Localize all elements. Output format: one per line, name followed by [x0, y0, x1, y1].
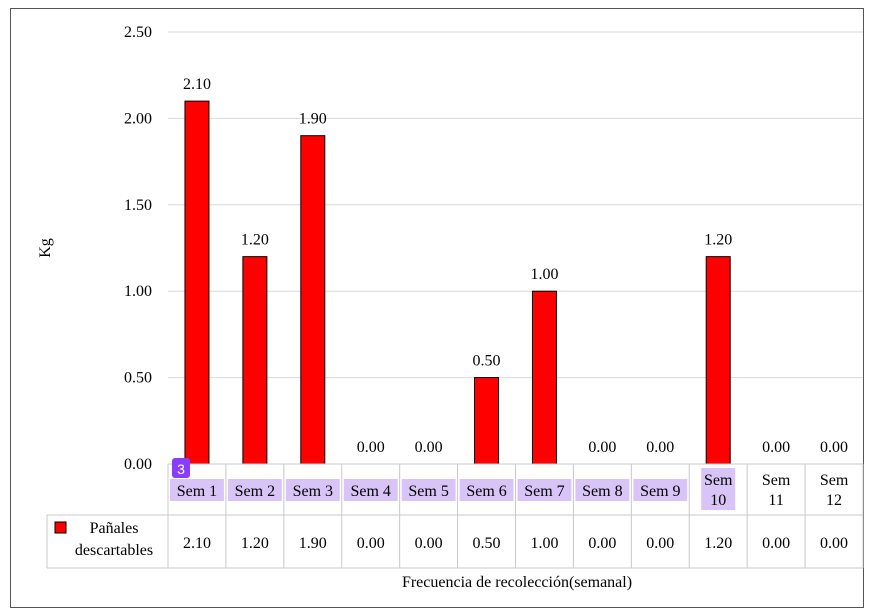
table-value: 2.10 — [183, 535, 211, 552]
grid-layer: 0.00 0.50 1.00 1.50 2.00 2.50 — [124, 24, 863, 473]
x-tick-label: 10 — [710, 492, 726, 509]
y-tick-label: 2.50 — [124, 24, 152, 41]
category-highlight — [401, 479, 456, 501]
bar — [705, 256, 731, 465]
x-tick-label: 11 — [768, 492, 783, 509]
legend-label: Pañales — [90, 520, 139, 537]
data-label: 1.20 — [241, 232, 269, 249]
highlight-badge-number: 3 — [177, 461, 185, 477]
bar-layer: 2.10 1.20 1.90 0.00 0.00 0.50 1.00 0.00 0.00 1.20… — [183, 76, 848, 465]
bar — [184, 100, 210, 465]
x-tick-label: Sem — [820, 472, 849, 489]
highlight-badge — [172, 458, 190, 478]
table-value: 0.50 — [473, 535, 501, 552]
table-value: 1.00 — [530, 535, 558, 552]
data-label: 0.00 — [646, 439, 674, 456]
category-highlight — [285, 479, 340, 501]
y-tick-label: 1.50 — [124, 197, 152, 214]
data-label: 0.00 — [762, 439, 790, 456]
x-tick-label: Sem 4 — [350, 483, 390, 500]
x-tick-label: Sem 5 — [408, 483, 448, 500]
table-value: 0.00 — [820, 535, 848, 552]
table-value: 1.90 — [299, 535, 327, 552]
category-highlight — [517, 479, 572, 501]
y-axis-label: Kg — [37, 238, 54, 258]
data-label: 0.00 — [820, 439, 848, 456]
y-tick-label: 2.00 — [124, 110, 152, 127]
data-label: 0.50 — [473, 353, 501, 370]
x-tick-label: Sem 8 — [582, 483, 622, 500]
x-tick-label: Sem — [704, 472, 733, 489]
category-highlight — [575, 479, 630, 501]
y-tick-label: 1.00 — [124, 283, 152, 300]
x-tick-label: Sem 6 — [466, 483, 506, 500]
table-value: 0.00 — [415, 535, 443, 552]
category-highlight — [227, 479, 282, 501]
x-tick-label: Sem 7 — [524, 483, 564, 500]
bar — [300, 135, 326, 465]
bar — [531, 290, 557, 465]
data-label: 1.20 — [704, 232, 732, 249]
chart-frame — [10, 8, 864, 608]
data-label: 0.00 — [588, 439, 616, 456]
x-tick-label: Sem 1 — [177, 483, 217, 500]
x-tick-label: Sem — [762, 472, 791, 489]
x-tick-label: Sem 3 — [293, 483, 333, 500]
x-tick-label: Sem 2 — [235, 483, 275, 500]
category-highlight — [633, 479, 688, 501]
table-value: 0.00 — [357, 535, 385, 552]
table-value: 0.00 — [588, 535, 616, 552]
y-tick-label: 0.50 — [124, 370, 152, 387]
bar — [242, 256, 268, 465]
table-value: 0.00 — [762, 535, 790, 552]
legend-swatch — [54, 521, 67, 534]
data-label: 1.00 — [530, 266, 558, 283]
x-axis-label: Frecuencia de recolección(semanal) — [402, 574, 632, 591]
data-label: 0.00 — [415, 439, 443, 456]
data-label: 1.90 — [299, 111, 327, 128]
bar — [474, 377, 500, 465]
category-highlight — [170, 479, 224, 501]
x-tick-label: Sem 9 — [640, 483, 680, 500]
legend-label: descartables — [75, 542, 153, 559]
data-label: 2.10 — [183, 76, 211, 93]
category-highlight — [343, 479, 398, 501]
table-value: 1.20 — [241, 535, 269, 552]
y-tick-label: 0.00 — [124, 456, 152, 473]
data-table: Sem 1 Sem 2 Sem 3 Sem 4 Sem 5 Sem 6 Sem 7 Sem 8… — [46, 458, 864, 569]
table-value: 1.20 — [704, 535, 732, 552]
category-highlight — [459, 479, 514, 501]
data-label: 0.00 — [357, 439, 385, 456]
x-tick-label: 12 — [826, 492, 842, 509]
category-highlight — [701, 468, 736, 510]
table-value: 0.00 — [646, 535, 674, 552]
